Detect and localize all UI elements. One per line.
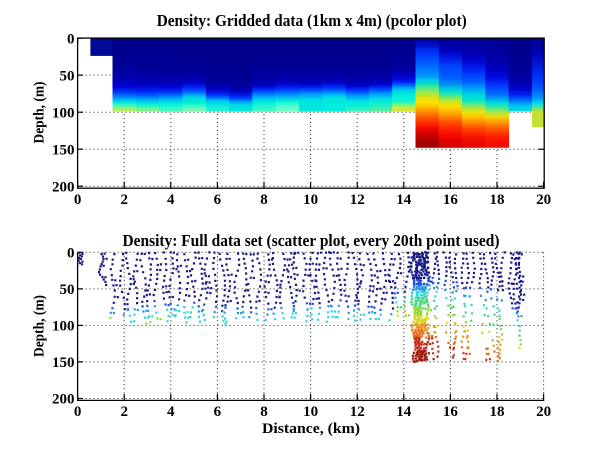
svg-text:8: 8 (260, 404, 268, 420)
svg-text:20: 20 (536, 192, 551, 208)
svg-text:200: 200 (52, 179, 75, 195)
svg-text:6: 6 (214, 404, 222, 420)
svg-text:10: 10 (303, 404, 318, 420)
svg-text:50: 50 (60, 68, 75, 84)
svg-text:0: 0 (74, 192, 82, 208)
svg-text:4: 4 (167, 404, 175, 420)
svg-text:100: 100 (52, 319, 75, 335)
svg-text:Distance, (km): Distance, (km) (262, 421, 360, 437)
svg-text:18: 18 (490, 404, 505, 420)
svg-text:150: 150 (52, 142, 75, 158)
svg-text:100: 100 (52, 105, 75, 121)
svg-text:150: 150 (52, 355, 75, 371)
svg-text:12: 12 (350, 192, 365, 208)
svg-text:2: 2 (120, 404, 128, 420)
svg-text:12: 12 (350, 404, 365, 420)
svg-text:10: 10 (303, 192, 318, 208)
svg-text:Depth, (m): Depth, (m) (32, 81, 48, 143)
svg-text:14: 14 (396, 192, 412, 208)
svg-text:2: 2 (120, 192, 128, 208)
svg-text:200: 200 (52, 392, 75, 408)
svg-text:50: 50 (60, 282, 75, 298)
svg-text:18: 18 (490, 192, 505, 208)
svg-text:0: 0 (67, 31, 75, 47)
svg-text:Depth, (m): Depth, (m) (32, 295, 48, 357)
svg-text:6: 6 (214, 192, 222, 208)
svg-text:Density: Gridded data (1km x 4: Density: Gridded data (1km x 4m) (pcolor… (157, 11, 467, 30)
svg-text:16: 16 (443, 192, 459, 208)
svg-text:Density: Full data set (scatte: Density: Full data set (scatter plot, ev… (123, 231, 500, 250)
svg-text:4: 4 (167, 192, 175, 208)
svg-text:8: 8 (260, 192, 268, 208)
svg-text:0: 0 (67, 246, 75, 262)
svg-text:20: 20 (536, 404, 551, 420)
svg-text:16: 16 (443, 404, 459, 420)
svg-text:0: 0 (74, 404, 82, 420)
svg-text:14: 14 (396, 404, 412, 420)
